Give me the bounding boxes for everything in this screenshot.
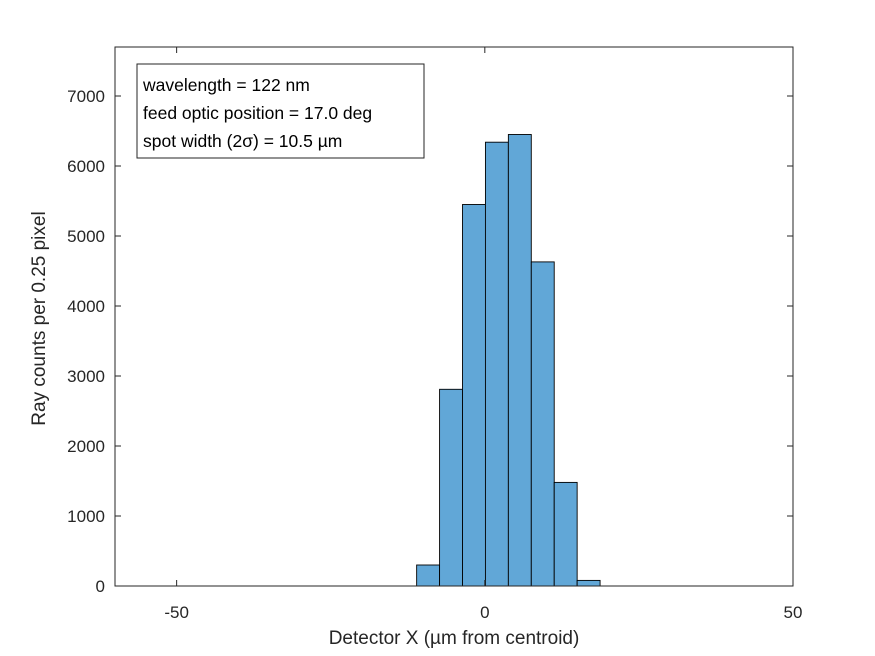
y-tick-label: 4000 (67, 297, 105, 316)
y-tick-label: 0 (96, 577, 105, 596)
annotation-feed-optic-position: feed optic position = 17.0 deg (143, 103, 372, 123)
annotation-wavelength: wavelength = 122 nm (142, 75, 310, 95)
y-tick-label: 5000 (67, 227, 105, 246)
annotation-spot-width: spot width (2σ) = 10.5 µm (143, 131, 342, 151)
y-axis-label: Ray counts per 0.25 pixel (29, 211, 50, 425)
y-tick-label: 3000 (67, 367, 105, 386)
histogram-bar (416, 564, 441, 587)
x-tick-label: 0 (480, 603, 489, 622)
x-axis-label: Detector X (µm from centroid) (329, 628, 580, 649)
x-tick-label: 50 (784, 603, 803, 622)
annotation-frame (136, 63, 425, 159)
x-tick-label: -50 (164, 603, 189, 622)
histogram-bar (576, 579, 601, 587)
histogram-bar (484, 141, 509, 587)
y-axis-ticks: 0 1000 2000 3000 4000 5000 6000 7000 (67, 87, 793, 596)
x-axis-ticks: -50 0 50 (164, 47, 802, 622)
histogram-bar (439, 388, 463, 587)
histogram-bar (462, 204, 486, 587)
histogram-bar (553, 481, 578, 587)
histogram-bar (507, 134, 532, 587)
y-tick-label: 1000 (67, 507, 105, 526)
annotation-box: wavelength = 122 nm feed optic position … (136, 63, 425, 159)
histogram-bar (530, 261, 555, 587)
y-tick-label: 6000 (67, 157, 105, 176)
bars-layer (416, 134, 601, 587)
y-tick-label: 2000 (67, 437, 105, 456)
plot-frame (114, 46, 794, 587)
y-tick-label: 7000 (67, 87, 105, 106)
